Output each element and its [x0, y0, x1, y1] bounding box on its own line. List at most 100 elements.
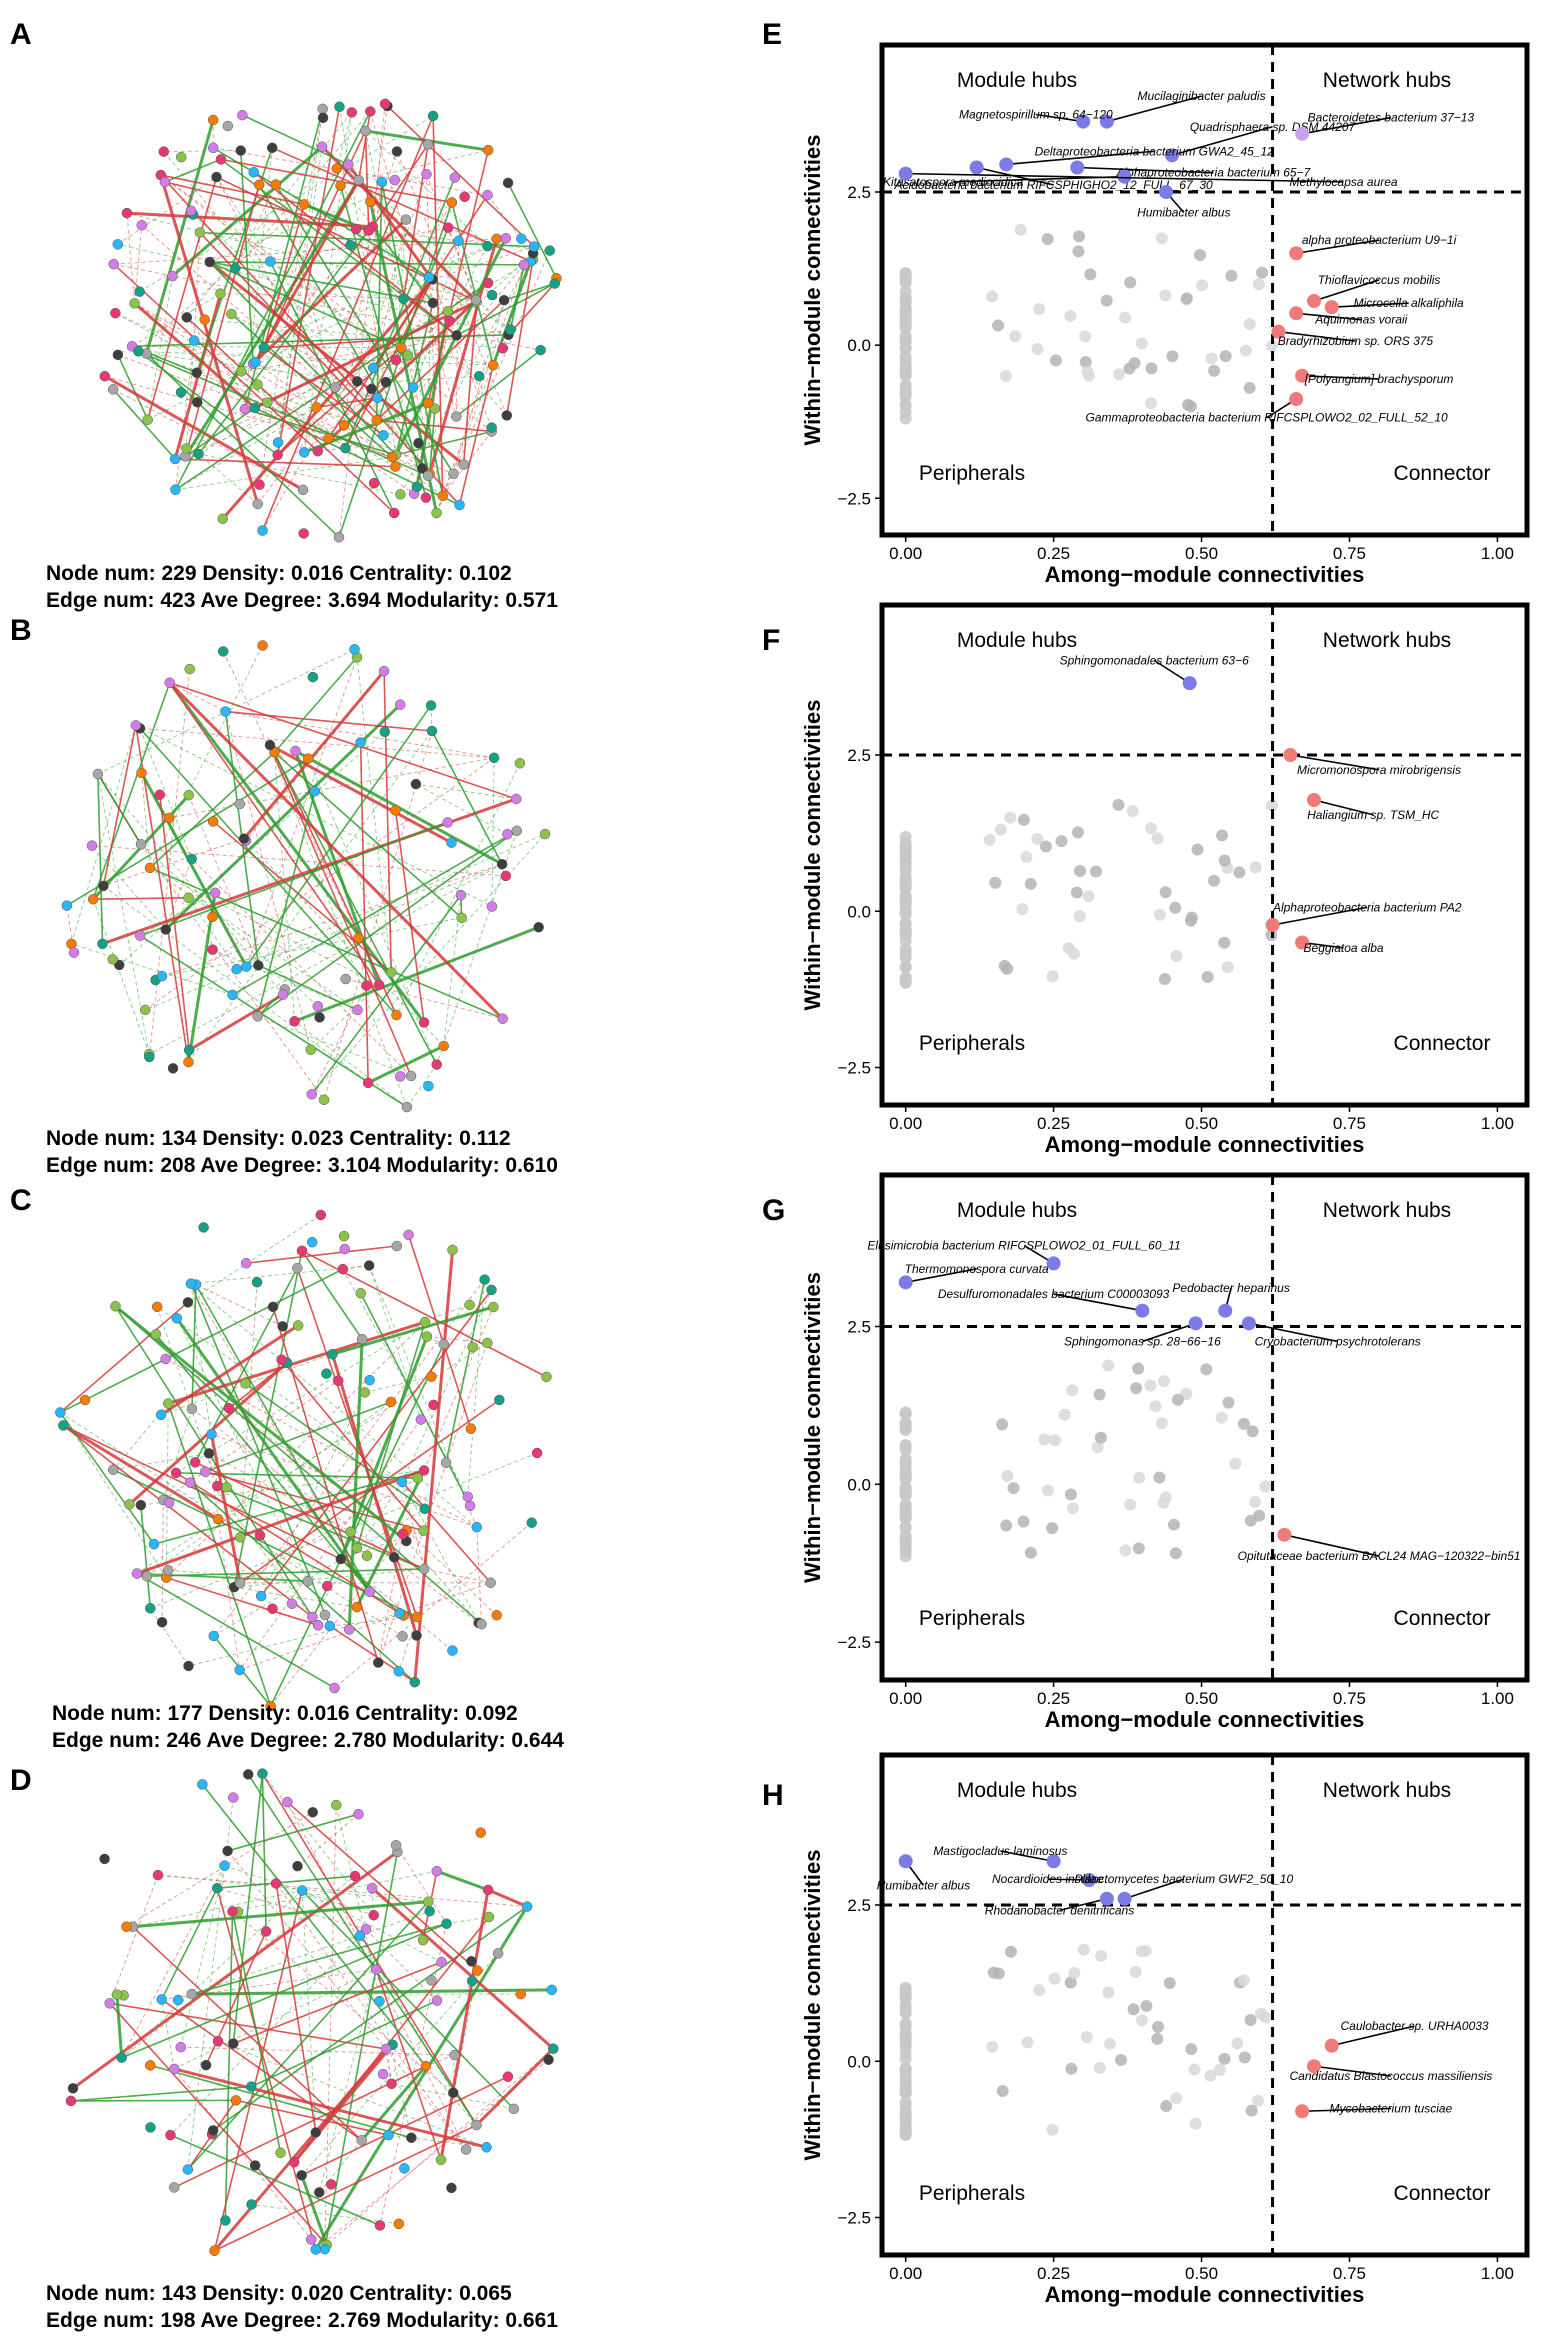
- highlight-point: [1082, 1873, 1097, 1887]
- network-edge: [507, 182, 558, 279]
- network-node: [378, 430, 389, 441]
- peripheral-point: [1249, 861, 1262, 874]
- network-node: [200, 2059, 212, 2071]
- network-node: [136, 767, 147, 779]
- network-node: [427, 297, 439, 309]
- peripheral-point: [899, 2053, 912, 2066]
- peripheral-point: [1205, 352, 1218, 365]
- network-edge: [311, 833, 546, 1095]
- network-edge: [426, 1336, 488, 1344]
- peripheral-point: [1144, 822, 1157, 835]
- plot-frame: [879, 1172, 1530, 1683]
- network-edge: [253, 171, 511, 331]
- network-node: [159, 176, 171, 188]
- network-edge: [97, 773, 284, 995]
- label-leader-line: [1000, 1850, 1054, 1863]
- peripheral-point: [1196, 279, 1209, 292]
- peripheral-point: [1218, 936, 1231, 949]
- network-edge: [345, 978, 503, 1020]
- network-node: [471, 2119, 482, 2131]
- network-node: [154, 789, 166, 801]
- peripheral-point: [1058, 1408, 1071, 1421]
- peripheral-point: [1001, 1469, 1014, 1482]
- network-node: [476, 1618, 487, 1630]
- peripheral-point: [1128, 357, 1141, 370]
- network-node: [438, 1040, 449, 1052]
- network-node: [108, 258, 119, 270]
- network-node: [410, 778, 422, 790]
- network-edge: [303, 112, 353, 453]
- label-leader-line: [1296, 312, 1362, 321]
- peripheral-point: [1039, 840, 1052, 853]
- network-node: [104, 1998, 115, 2009]
- network-node: [464, 1500, 476, 1512]
- point-label: Aquimonas voraii: [1314, 313, 1407, 327]
- network-edge: [235, 2099, 389, 2136]
- network-node: [394, 1608, 405, 1619]
- peripheral-point: [899, 1534, 912, 1547]
- network-edge: [245, 1382, 426, 1510]
- network-node: [121, 207, 133, 219]
- network-node: [272, 449, 283, 461]
- highlight-point: [1324, 300, 1339, 315]
- network-node: [365, 106, 376, 117]
- network-edge: [135, 724, 493, 907]
- peripheral-point: [1152, 2020, 1165, 2033]
- highlight-point: [1117, 169, 1132, 184]
- network-node: [99, 370, 111, 382]
- network-node: [162, 1564, 174, 1576]
- plot-frame: [879, 1752, 1530, 2258]
- point-label: [Polyangium] brachysporum: [1304, 372, 1454, 386]
- peripheral-point: [899, 406, 912, 419]
- panel-letters: A B C D E F G H: [10, 18, 785, 1812]
- point-label: Alphaproteobacteria bacterium 65−7: [1115, 166, 1311, 180]
- peripheral-point: [899, 1486, 912, 1499]
- peripheral-point: [1244, 2013, 1257, 2026]
- network-node: [61, 900, 73, 911]
- network-edge: [132, 1890, 303, 1928]
- y-tick-label: −2.5: [837, 489, 871, 508]
- network-edge: [170, 1935, 361, 2136]
- peripheral-point: [998, 959, 1011, 972]
- peripheral-point: [1064, 310, 1077, 323]
- point-label: Methylocapsa aurea: [1290, 175, 1398, 189]
- network-edge: [315, 2059, 549, 2250]
- region-label-connector: Connector: [1394, 2182, 1491, 2205]
- network-node: [400, 214, 412, 225]
- network-node: [372, 1657, 384, 1668]
- network-edge: [126, 212, 477, 301]
- network-node: [318, 1094, 330, 1106]
- point-label: Alphaproteobacteria bacterium PA2: [1272, 900, 1462, 914]
- network-node: [488, 1301, 499, 1313]
- network-edge: [303, 401, 429, 454]
- network-node: [411, 1630, 422, 1641]
- network-node: [319, 1609, 331, 1621]
- network-edge: [257, 830, 518, 1018]
- peripheral-point: [1135, 337, 1148, 350]
- peripheral-point: [1102, 1986, 1115, 1999]
- peripheral-point: [1237, 1417, 1250, 1430]
- network-edge: [169, 682, 517, 800]
- peripheral-point: [899, 1468, 912, 1481]
- network-edge: [314, 1905, 529, 2251]
- network-node: [364, 1586, 376, 1598]
- peripheral-point: [1016, 903, 1029, 916]
- peripheral-point: [899, 272, 912, 285]
- network-node: [253, 179, 265, 191]
- peripheral-point: [1033, 1984, 1046, 1997]
- network-node: [111, 1989, 123, 2000]
- network-node: [145, 2122, 156, 2133]
- region-label-network-hubs: Network hubs: [1323, 1199, 1451, 1222]
- network-node: [221, 1482, 232, 1493]
- point-label: Deltaproteobacteria bacterium GWA2_45_12: [1035, 144, 1275, 158]
- peripheral-point: [1004, 811, 1017, 824]
- network-node: [516, 233, 527, 244]
- peripheral-point: [899, 2113, 912, 2126]
- y-axis-label: Within−module connectivities: [800, 1850, 825, 2161]
- network-node: [158, 146, 170, 157]
- network-edge: [213, 1508, 425, 1637]
- peripheral-point: [1160, 2099, 1173, 2112]
- region-label-connector: Connector: [1394, 1607, 1491, 1630]
- peripheral-point: [1093, 1388, 1106, 1401]
- network-node: [502, 2071, 514, 2082]
